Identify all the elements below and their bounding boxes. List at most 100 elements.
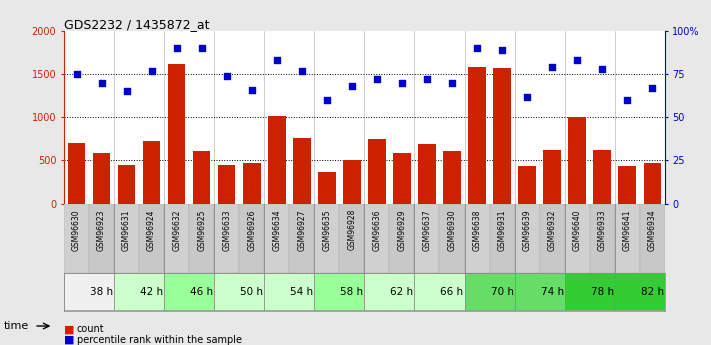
Text: GSM96640: GSM96640	[572, 209, 582, 251]
Text: GSM96637: GSM96637	[422, 209, 432, 251]
Text: ■: ■	[64, 325, 75, 334]
Bar	[339, 204, 364, 273]
Point	[621, 97, 633, 103]
Bar	[343, 160, 360, 204]
Text: GSM96641: GSM96641	[623, 209, 632, 250]
Point	[246, 87, 257, 92]
Text: GDS2232 / 1435872_at: GDS2232 / 1435872_at	[64, 18, 210, 31]
Bar	[390, 204, 415, 273]
Bar	[469, 67, 486, 204]
Bar	[589, 204, 615, 273]
Bar	[318, 172, 336, 204]
Bar	[164, 204, 189, 273]
Text: GSM96933: GSM96933	[598, 209, 606, 251]
Bar	[64, 204, 89, 273]
Bar	[640, 204, 665, 273]
Bar	[615, 273, 665, 310]
Bar	[143, 141, 161, 204]
Point	[496, 47, 508, 53]
Text: 50 h: 50 h	[240, 287, 263, 296]
Text: 82 h: 82 h	[641, 287, 664, 296]
Point	[396, 80, 407, 86]
Point	[296, 68, 307, 73]
Text: count: count	[77, 325, 105, 334]
Bar	[114, 273, 164, 310]
Text: ■: ■	[64, 335, 75, 345]
Text: 38 h: 38 h	[90, 287, 113, 296]
Point	[196, 46, 208, 51]
Text: GSM96639: GSM96639	[523, 209, 532, 251]
Bar	[568, 117, 586, 204]
Text: GSM96638: GSM96638	[473, 209, 481, 250]
Point	[547, 65, 558, 70]
Bar	[619, 167, 636, 204]
Bar	[439, 204, 464, 273]
Bar	[314, 204, 339, 273]
Bar	[464, 204, 490, 273]
Text: GSM96631: GSM96631	[122, 209, 131, 250]
Bar	[415, 204, 439, 273]
Text: 42 h: 42 h	[140, 287, 163, 296]
Point	[371, 77, 383, 82]
Text: 78 h: 78 h	[591, 287, 614, 296]
Point	[71, 71, 82, 77]
Point	[271, 58, 282, 63]
Point	[221, 73, 232, 79]
Bar	[594, 150, 611, 204]
Point	[471, 46, 483, 51]
Text: 54 h: 54 h	[290, 287, 314, 296]
Text: 58 h: 58 h	[341, 287, 363, 296]
Bar	[443, 151, 461, 204]
Bar	[518, 166, 536, 204]
Bar	[314, 273, 365, 310]
Bar	[368, 139, 385, 204]
Point	[597, 66, 608, 72]
Bar	[164, 273, 214, 310]
Point	[572, 58, 583, 63]
Point	[171, 46, 182, 51]
Bar	[365, 204, 390, 273]
Text: 46 h: 46 h	[190, 287, 213, 296]
Text: GSM96934: GSM96934	[648, 209, 657, 251]
Bar	[139, 204, 164, 273]
Bar	[114, 204, 139, 273]
Bar	[418, 144, 436, 204]
Bar	[264, 204, 289, 273]
Bar	[565, 273, 615, 310]
Bar	[189, 204, 214, 273]
Text: GSM96927: GSM96927	[297, 209, 306, 250]
Point	[121, 89, 132, 94]
Bar	[515, 204, 540, 273]
Text: 62 h: 62 h	[390, 287, 414, 296]
Text: percentile rank within the sample: percentile rank within the sample	[77, 335, 242, 345]
Point	[646, 85, 658, 91]
Bar	[493, 68, 510, 204]
Bar	[293, 138, 311, 204]
Bar	[214, 273, 264, 310]
Point	[346, 83, 358, 89]
Bar	[415, 273, 464, 310]
Bar	[92, 152, 110, 204]
Bar	[118, 165, 135, 204]
Text: GSM96636: GSM96636	[373, 209, 381, 251]
Text: 70 h: 70 h	[491, 287, 513, 296]
Bar	[515, 273, 565, 310]
Text: GSM96630: GSM96630	[72, 209, 81, 251]
Text: GSM96931: GSM96931	[498, 209, 506, 250]
Text: GSM96632: GSM96632	[172, 209, 181, 250]
Bar	[64, 273, 114, 310]
Bar	[464, 273, 515, 310]
Bar	[393, 152, 411, 204]
Text: GSM96930: GSM96930	[447, 209, 456, 251]
Bar	[643, 163, 661, 204]
Bar	[565, 204, 589, 273]
Point	[96, 80, 107, 86]
Bar	[490, 204, 515, 273]
Bar	[289, 204, 314, 273]
Text: GSM96925: GSM96925	[197, 209, 206, 250]
Bar	[68, 143, 85, 204]
Point	[521, 94, 533, 99]
Point	[321, 97, 333, 103]
Point	[447, 80, 458, 86]
Text: GSM96926: GSM96926	[247, 209, 256, 250]
